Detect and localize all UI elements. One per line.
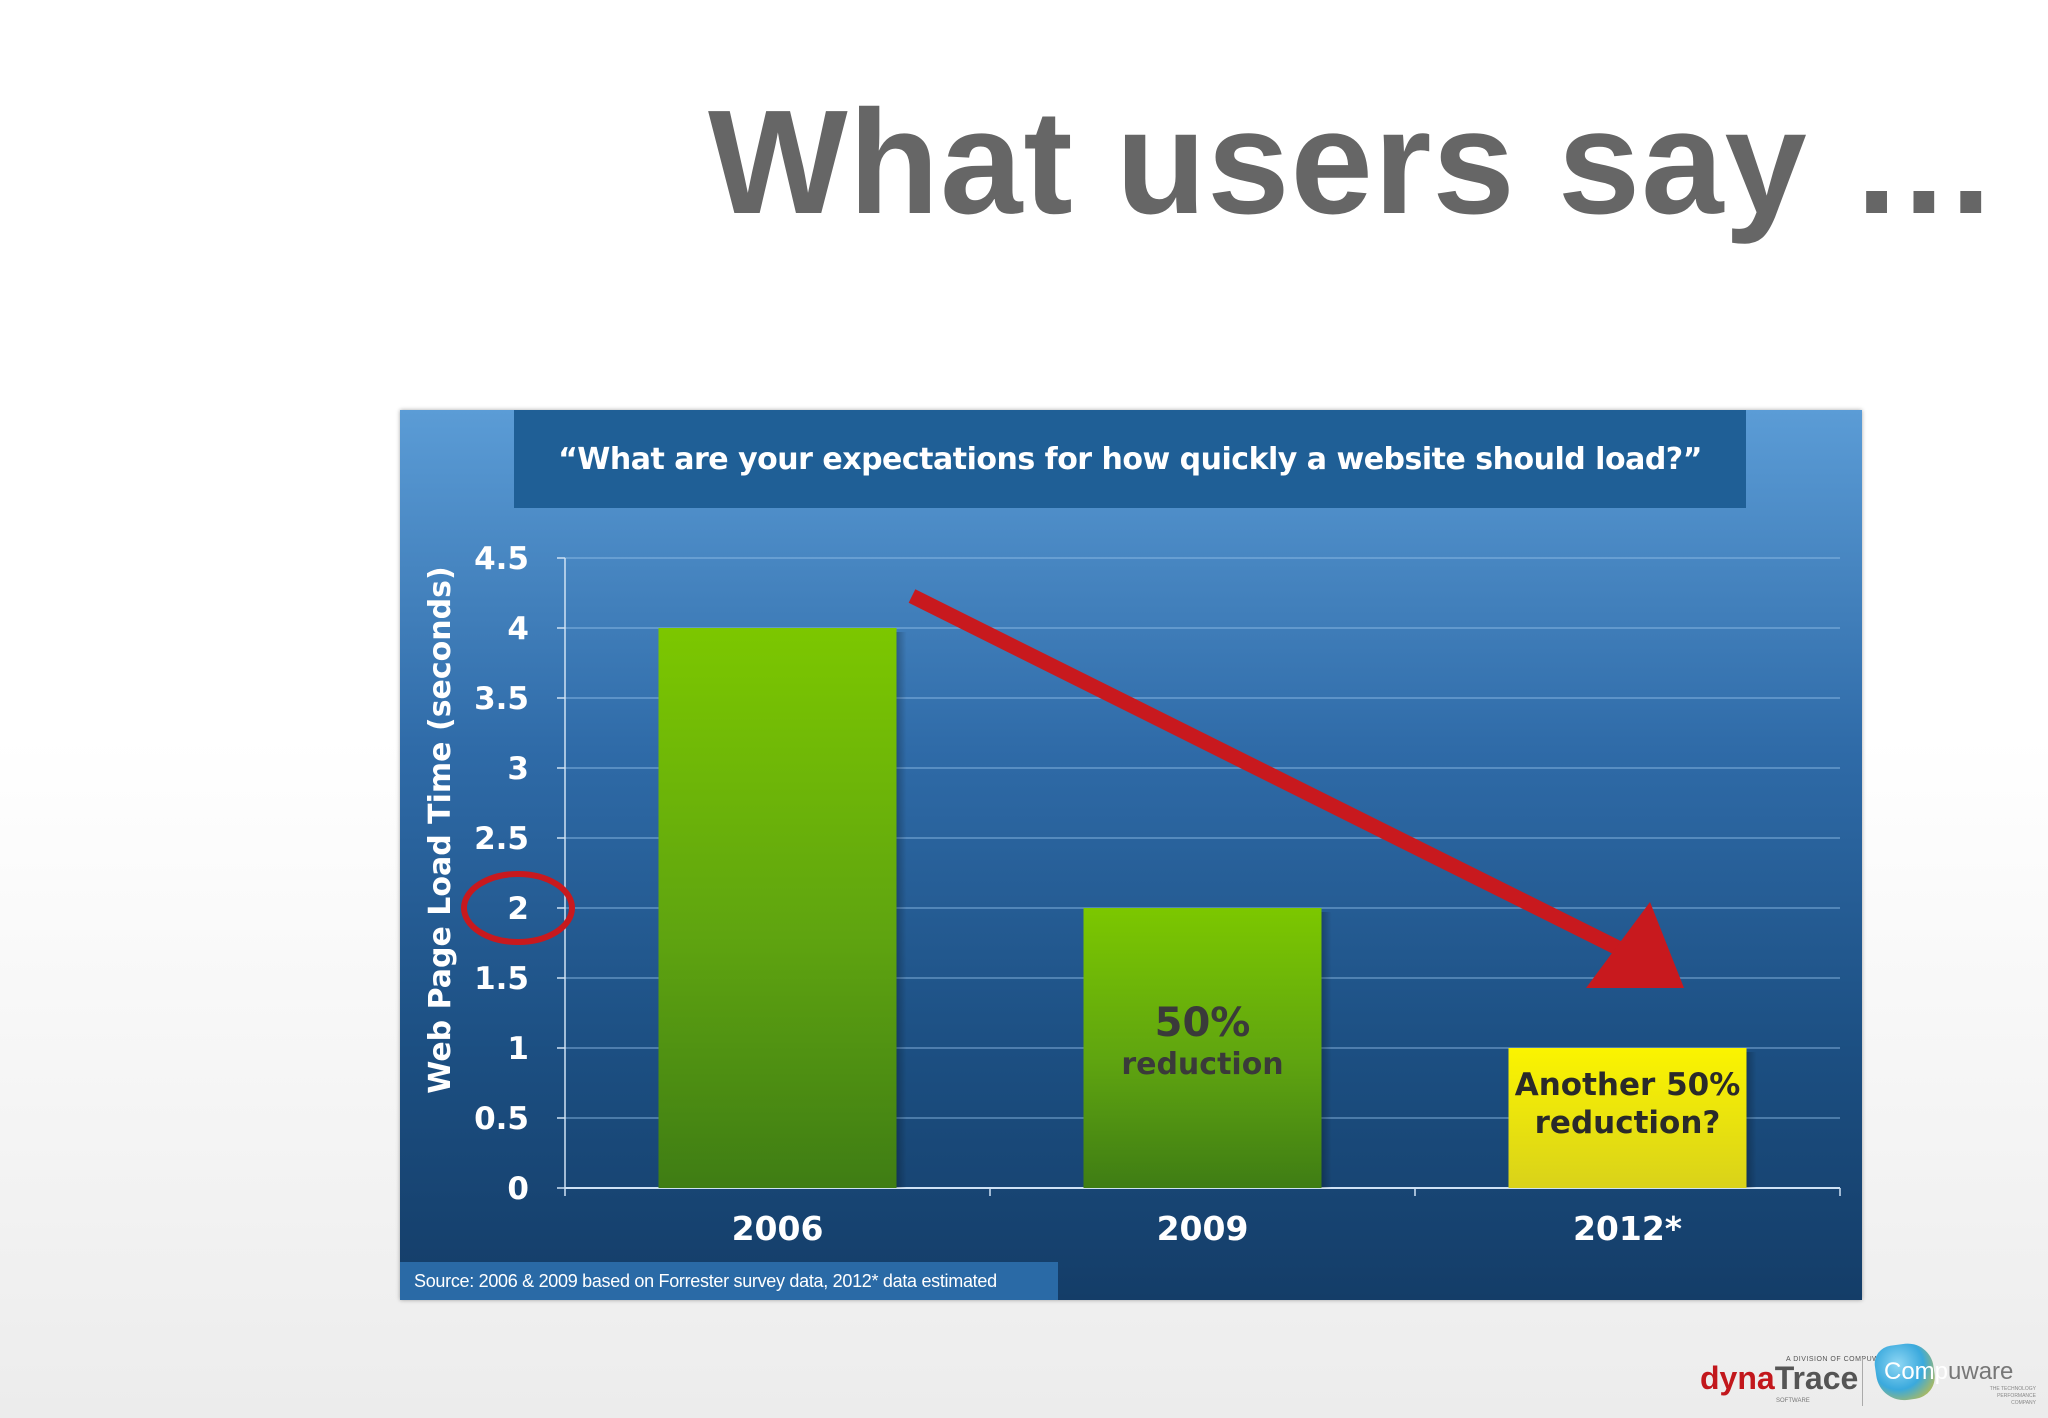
dynatrace-logo-prefix: dyna: [1700, 1360, 1775, 1396]
bars: [658, 628, 1757, 1188]
dynatrace-sub: SOFTWARE: [1776, 1398, 1810, 1404]
dynatrace-logo: dynaTrace: [1700, 1360, 1858, 1397]
x-tick-label: 2009: [1157, 1209, 1249, 1248]
trend-arrow-shaft: [908, 589, 1642, 965]
y-tick-label: 4: [507, 611, 529, 647]
bar-shadow: [1321, 912, 1332, 1188]
logo-divider: [1862, 1358, 1863, 1406]
logo-area: A DIVISION OF COMPUWARE dynaTrace SOFTWA…: [1700, 1338, 2040, 1414]
tick-highlight-circle: [461, 871, 575, 945]
compuware-logo-rest: uware: [1948, 1358, 2014, 1385]
bar-annotations: 50%reduction Another 50%reduction?: [1121, 1000, 1740, 1141]
trend-arrow-head: [1586, 902, 1684, 988]
compuware-logo-badge-text: Comp: [1884, 1358, 1949, 1385]
x-tick-labels: 2006 2009 2012*: [732, 1209, 1682, 1248]
compuware-sub: THE TECHNOLOGY PERFORMANCE COMPANY: [1989, 1386, 2036, 1406]
x-tick-label: 2012*: [1573, 1209, 1682, 1248]
bar-shadow: [896, 632, 907, 1188]
bar-shadow: [1746, 1052, 1757, 1188]
source-note: Source: 2006 & 2009 based on Forrester s…: [414, 1270, 997, 1291]
y-tick-label: 2: [507, 891, 529, 927]
y-tick-label: 1: [507, 1031, 529, 1067]
compuware-logo: Compuware: [1884, 1358, 2013, 1386]
y-tick-label: 2.5: [474, 821, 529, 857]
slide-title: What users say …: [708, 80, 1999, 245]
bar-annotation-line: reduction: [1121, 1047, 1283, 1082]
y-tick-label: 0: [507, 1171, 529, 1207]
bar-2006: [658, 628, 897, 1188]
y-tick-label: 3.5: [474, 681, 529, 717]
dynatrace-logo-suffix: Trace: [1774, 1360, 1859, 1396]
source-box: Source: 2006 & 2009 based on Forrester s…: [400, 1262, 1058, 1300]
chart-panel: 0 0.5 1 1.5 2 2.5 3 3.5 4 4.5 2006 2009 2012* 50% re…: [400, 410, 1862, 1300]
overlays: [461, 589, 1684, 988]
bar-annotation-line: reduction?: [1535, 1105, 1721, 1141]
chart-title-box: “What are your expectations for how quic…: [514, 410, 1746, 508]
y-tick-label: 0.5: [474, 1101, 529, 1137]
bar-2012: [1508, 1048, 1747, 1188]
y-tick-labels: 0 0.5 1 1.5 2 2.5 3 3.5 4 4.5: [474, 541, 529, 1207]
x-tick-label: 2006: [732, 1209, 824, 1248]
bar-2009: [1083, 908, 1322, 1188]
y-tick-label: 4.5: [474, 541, 529, 577]
chart-title: “What are your expectations for how quic…: [558, 441, 1702, 477]
bar-annotation-line: 50%: [1155, 1000, 1251, 1046]
dynatrace-tagline: A DIVISION OF COMPUWARE: [1786, 1356, 1895, 1363]
y-axis-label: Web Page Load Time (seconds): [423, 566, 458, 1093]
y-tick-label: 1.5: [474, 961, 529, 997]
y-tick-label: 3: [507, 751, 529, 787]
bar-annotation-line: Another 50%: [1515, 1067, 1741, 1103]
chart-svg: 00.511.522.533.544.5 2006 2009 2012* 50%re…: [423, 541, 1841, 1248]
